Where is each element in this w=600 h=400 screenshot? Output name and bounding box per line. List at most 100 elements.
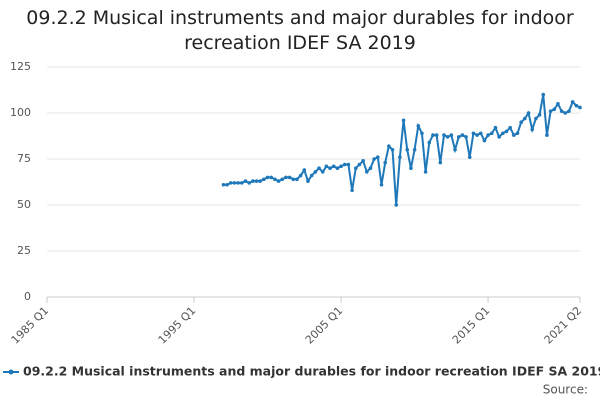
y-tick-label: 100 [10,106,31,119]
data-point [548,109,553,113]
data-point [339,164,343,169]
data-point [537,113,542,117]
data-point [460,133,465,137]
data-point [534,116,538,121]
source-label: Source: [543,383,588,397]
data-point [508,125,512,130]
data-point [350,188,354,193]
data-point [427,140,432,145]
data-point [482,138,487,143]
data-point [523,116,527,121]
data-point [567,109,571,113]
data-point [262,177,266,182]
data-point [478,131,483,136]
data-point [445,135,450,139]
data-point [453,148,457,152]
data-point [394,203,399,207]
data-point [365,170,369,174]
y-tick-label: 125 [10,60,31,73]
data-point [379,182,384,187]
data-point [416,124,421,128]
data-point [449,133,454,137]
data-point [243,179,248,183]
data-point [398,155,402,159]
data-point [574,103,579,108]
data-point [342,162,347,167]
data-point [353,166,358,170]
data-point [409,166,413,170]
data-point [541,92,546,97]
data-point [232,181,237,185]
y-tick-label: 50 [17,198,31,211]
data-point [420,131,424,136]
series-line [223,94,581,206]
data-point [486,133,490,137]
chart-title: 09.2.2 Musical instruments and major dur… [26,7,574,54]
y-tick-label: 25 [17,244,31,257]
data-point [519,120,523,124]
data-point [291,177,296,182]
data-point [563,111,568,115]
data-point [489,131,494,136]
data-point [221,182,226,187]
data-point [434,133,439,137]
data-point [497,135,501,139]
legend-marker [8,369,14,375]
data-point [383,160,387,165]
data-point [376,155,380,159]
data-point [467,155,472,159]
data-point [287,175,292,180]
data-point [258,179,263,183]
data-point [512,133,516,137]
data-point [284,175,288,180]
data-point [368,166,373,170]
data-point [317,166,321,170]
data-point [302,168,307,172]
data-point [530,127,535,132]
data-point [251,179,255,183]
data-point [387,144,391,148]
data-point [228,181,233,185]
data-point [357,162,362,167]
y-tick-label: 0 [24,290,31,303]
y-tick-label: 75 [17,152,31,165]
data-point [475,133,479,137]
data-point [236,181,240,185]
data-point [405,148,410,152]
data-point [442,133,446,137]
data-point [269,175,274,180]
data-point [298,173,303,178]
data-point [225,182,229,187]
data-point [423,170,428,174]
data-point [493,125,498,130]
data-point [346,162,351,167]
data-point [501,131,505,136]
x-tick-label: 2021 Q2 [542,304,585,347]
data-point [324,164,329,169]
data-point [280,177,285,182]
x-tick-label: 2005 Q1 [303,304,346,347]
data-point [578,105,582,110]
data-point [559,109,564,113]
data-point [313,170,318,174]
x-tick-label: 2015 Q1 [450,304,493,347]
data-point [471,131,476,136]
data-point [306,179,310,183]
data-point [372,157,376,161]
x-tick-label: 1985 Q1 [9,304,52,347]
legend-label: 09.2.2 Musical instruments and major dur… [23,364,600,379]
data-point [464,135,468,139]
data-point [504,129,509,134]
data-point [328,166,332,170]
data-point [431,133,435,137]
data-point [273,177,277,182]
data-point [526,111,531,115]
data-point [240,181,244,185]
data-point [265,175,270,180]
data-point [254,179,259,183]
data-point [309,173,314,178]
data-point [295,177,299,182]
data-point [247,181,251,185]
